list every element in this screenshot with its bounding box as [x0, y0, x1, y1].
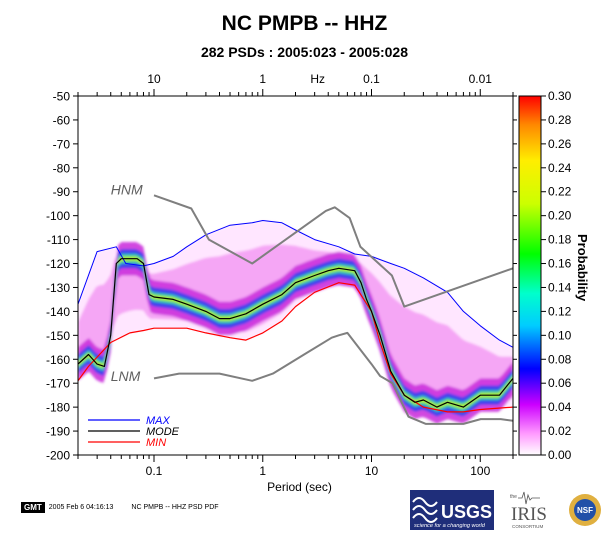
y-tick-label: -160 — [46, 353, 70, 367]
colorbar-tick-label: 0.20 — [548, 209, 572, 223]
legend-label-min: MIN — [146, 437, 166, 449]
gmt-badge: GMT — [21, 502, 45, 513]
usgs-logo: USGS science for a changing world — [410, 490, 494, 530]
colorbar-tick-label: 0.24 — [548, 161, 572, 175]
colorbar-tick-label: 0.18 — [548, 233, 572, 247]
x-top-tick-label: 0.1 — [363, 72, 380, 86]
density-band-mid — [78, 244, 513, 411]
x-top-tick-label: 1 — [259, 72, 266, 86]
density-band-high — [78, 242, 513, 424]
y-tick-label: -100 — [46, 209, 70, 223]
x-tick-label: 0.1 — [146, 464, 163, 478]
x-tick-label: 1 — [259, 464, 266, 478]
series-min-line — [78, 282, 513, 413]
y-tick-label: -180 — [46, 401, 70, 415]
x-top-tick-label: 10 — [147, 72, 161, 86]
y-tick-label: -110 — [47, 233, 70, 247]
chart-subtitle: 282 PSDs : 2005:023 - 2005:028 — [200, 44, 409, 60]
usgs-text: USGS — [441, 502, 492, 522]
x-top-tick-label: 0.01 — [469, 72, 493, 86]
colorbar-tick-label: 0.08 — [548, 352, 572, 366]
x-axis-label: Period (sec) — [267, 480, 332, 494]
nsf-logo: NSF — [569, 494, 601, 526]
x-top-axis-label: Hz — [310, 72, 325, 86]
colorbar-tick-label: 0.00 — [548, 448, 572, 462]
colorbar-tick-label: 0.14 — [548, 280, 572, 294]
y-tick-label: -170 — [46, 377, 70, 391]
y-tick-label: -90 — [53, 185, 71, 199]
footer-caption: NC PMPB -- HHZ PSD PDF — [131, 504, 219, 511]
y-tick-label: -140 — [46, 305, 70, 319]
annotation-hnm: HNM — [111, 181, 143, 197]
y-tick-label: -70 — [53, 137, 71, 151]
colorbar-tick-label: 0.26 — [548, 137, 572, 151]
colorbar-tick-label: 0.28 — [548, 113, 572, 127]
iris-text: IRIS — [511, 504, 547, 525]
colorbar-tick-label: 0.10 — [548, 328, 572, 342]
series-lnm-line — [153, 331, 513, 425]
footer-stamp: GMT 2005 Feb 6 04:16:13 NC PMPB -- HHZ P… — [21, 501, 219, 514]
colorbar-tick-label: 0.12 — [548, 304, 572, 318]
y-tick-label: -190 — [46, 425, 70, 439]
y-tick-label: -130 — [46, 281, 70, 295]
iris-consortium: CONSORTIUM — [512, 524, 543, 529]
nsf-text: NSF — [577, 506, 593, 515]
colorbar-label: Probability — [575, 234, 590, 302]
colorbar-tick-label: 0.22 — [548, 185, 572, 199]
colorbar-tick-label: 0.02 — [548, 424, 572, 438]
y-tick-label: -120 — [46, 257, 70, 271]
chart-title: NC PMPB -- HHZ — [221, 12, 388, 35]
colorbar-tick-label: 0.30 — [548, 89, 572, 103]
y-tick-label: -60 — [53, 113, 71, 127]
iris-the: the — [510, 494, 517, 500]
y-tick-label: -50 — [53, 90, 71, 104]
series-max-line — [78, 220, 513, 348]
x-tick-label: 100 — [470, 464, 490, 478]
y-tick-label: -80 — [53, 161, 71, 175]
colorbar-tick-label: 0.06 — [548, 376, 572, 390]
series-mode-line — [78, 258, 513, 408]
colorbar-tick-label: 0.04 — [548, 400, 572, 414]
sponsor-logos: USGS science for a changing world the IR… — [410, 490, 601, 530]
usgs-tagline: science for a changing world — [414, 523, 486, 529]
y-tick-label: -150 — [46, 329, 70, 343]
legend-label-max: MAX — [146, 415, 171, 427]
annotation-lnm: LNM — [111, 368, 141, 384]
legend-label-mode: MODE — [146, 426, 180, 438]
iris-logo: the IRIS CONSORTIUM — [510, 491, 547, 529]
footer-timestamp: 2005 Feb 6 04:16:13 — [48, 504, 114, 511]
colorbar — [518, 95, 542, 456]
series-hnm-line — [153, 194, 513, 308]
x-tick-label: 10 — [365, 464, 379, 478]
y-tick-label: -200 — [46, 449, 70, 463]
density-band-max — [78, 254, 513, 412]
colorbar-tick-label: 0.16 — [548, 257, 572, 271]
